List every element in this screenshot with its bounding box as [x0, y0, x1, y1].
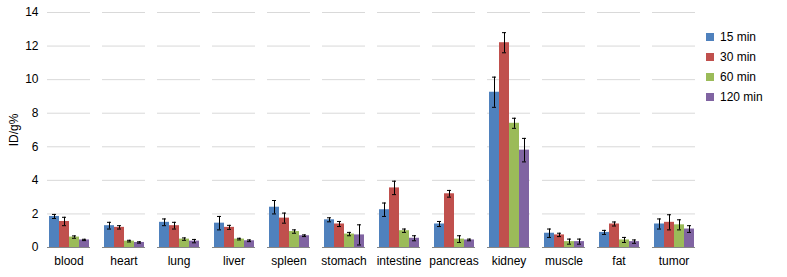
svg-text:muscle: muscle: [545, 254, 583, 268]
svg-text:2: 2: [32, 207, 39, 221]
svg-text:liver: liver: [223, 254, 245, 268]
svg-text:lung: lung: [168, 254, 191, 268]
html-text:60 min: 60 min: [720, 70, 756, 84]
svg-text:12: 12: [25, 39, 39, 53]
svg-text:6: 6: [32, 140, 39, 154]
html-text:120 min: 120 min: [720, 90, 763, 104]
svg-text:tumor: tumor: [659, 254, 690, 268]
svg-text:10: 10: [25, 72, 39, 86]
svg-text:ID/g%: ID/g%: [7, 113, 21, 146]
html-text:30 min: 30 min: [720, 50, 756, 64]
svg-text:blood: blood: [54, 254, 83, 268]
svg-text:14: 14: [25, 5, 39, 19]
svg-text:fat: fat: [612, 254, 626, 268]
svg-text:stomach: stomach: [321, 254, 366, 268]
svg-text:4: 4: [32, 173, 39, 187]
svg-text:pancreas: pancreas: [429, 254, 478, 268]
svg-text:0: 0: [32, 240, 39, 254]
svg-text:kidney: kidney: [492, 254, 527, 268]
svg-text:8: 8: [32, 106, 39, 120]
svg-text:intestine: intestine: [377, 254, 422, 268]
svg-text:spleen: spleen: [271, 254, 306, 268]
svg-text:heart: heart: [110, 254, 138, 268]
html-text:15 min: 15 min: [720, 30, 756, 44]
